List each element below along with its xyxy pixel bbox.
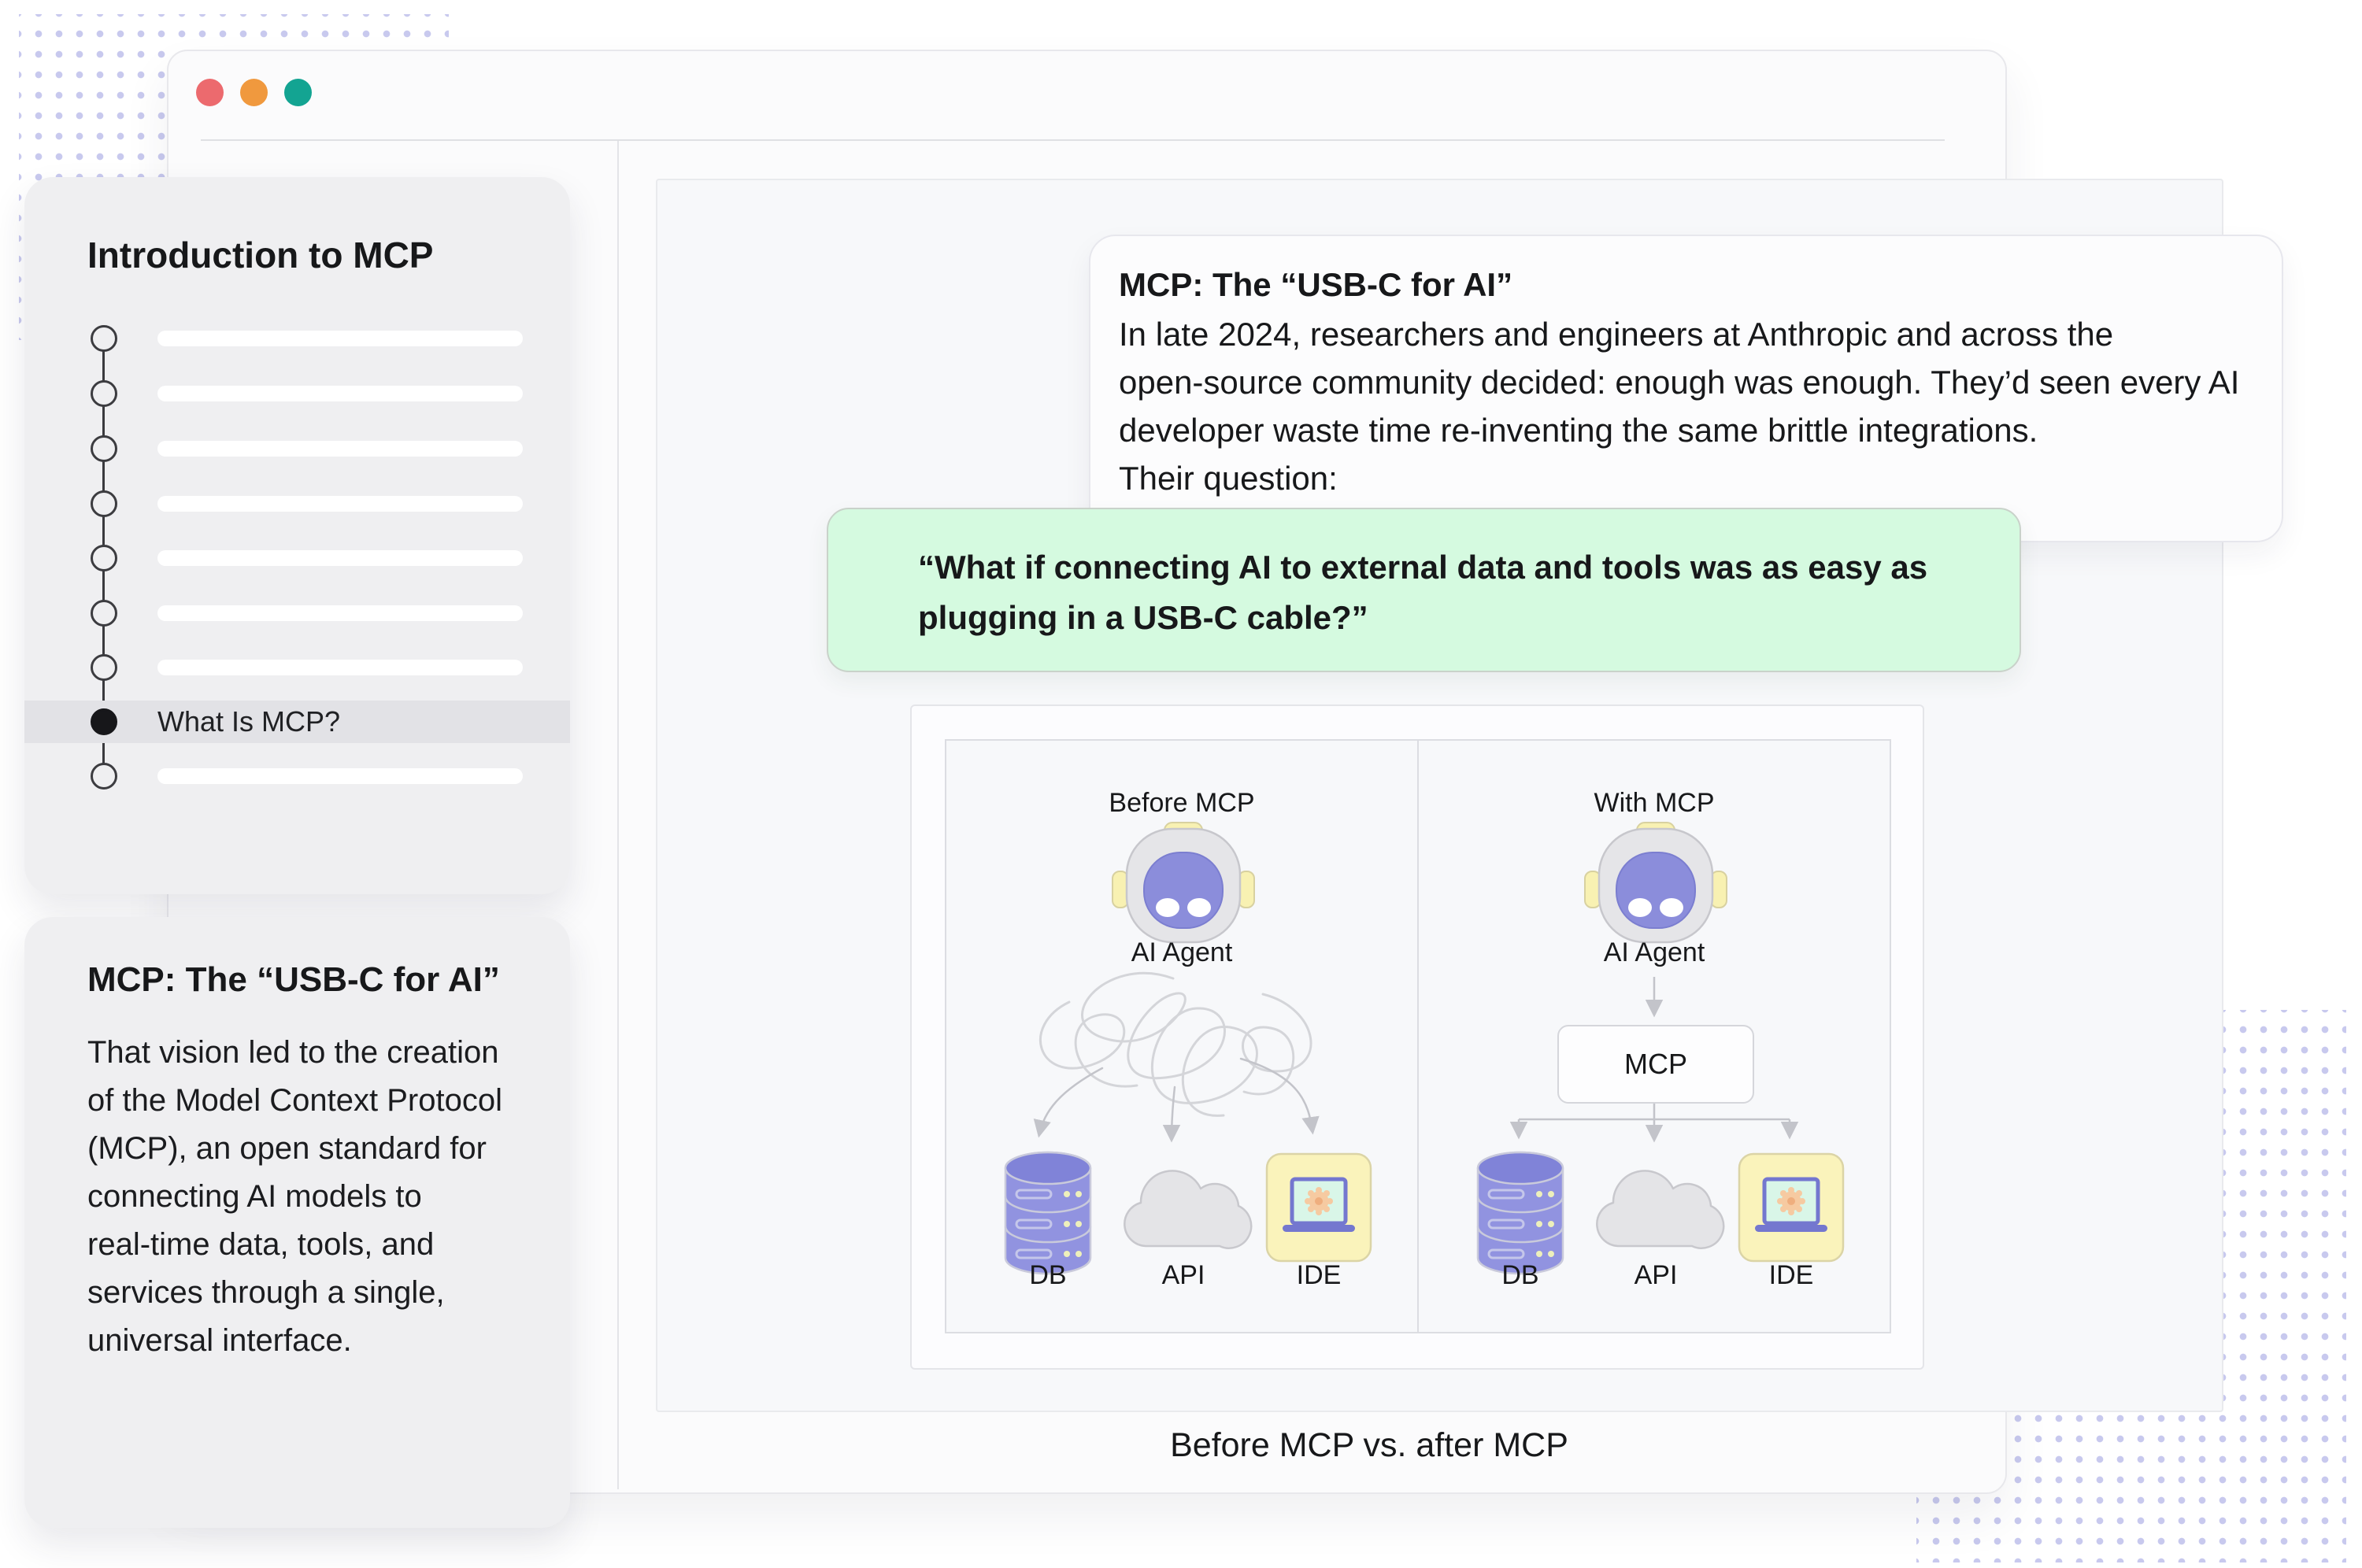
timeline-node-icon <box>91 325 117 352</box>
timeline-node-active-icon <box>91 708 117 735</box>
toc-item[interactable] <box>24 317 570 360</box>
zoom-button[interactable] <box>284 79 312 106</box>
panel-title-after: With MCP <box>1594 788 1715 818</box>
placeholder-bar <box>157 660 523 675</box>
target-label-ide: IDE <box>1768 1260 1814 1290</box>
agent-label-after: AI Agent <box>1603 937 1705 967</box>
toc-item-label: What Is MCP? <box>157 705 341 738</box>
hero-card: MCP: The “USB-C for AI” In late 2024, re… <box>1089 235 2283 542</box>
agent-label-before: AI Agent <box>1131 937 1233 967</box>
quote-callout: “What if connecting AI to external data … <box>827 508 2021 672</box>
diagram-frame: Before MCP AI Agent <box>910 704 1924 1370</box>
ide-laptop-icon <box>1738 1152 1845 1263</box>
header-divider <box>201 139 1945 141</box>
mcp-box: MCP <box>1557 1025 1754 1104</box>
toc-item[interactable] <box>24 483 570 525</box>
mcp-connection-lines <box>1509 977 1799 1143</box>
close-button[interactable] <box>196 79 224 106</box>
note-body: That vision led to the creation of the M… <box>87 1035 502 1358</box>
target-label-api: API <box>1634 1260 1678 1290</box>
placeholder-bar <box>157 441 523 457</box>
quote-text: “What if connecting AI to external data … <box>918 549 1928 636</box>
placeholder-bar <box>157 550 523 566</box>
hero-heading: MCP: The “USB-C for AI” <box>1119 266 1513 303</box>
toc-item[interactable] <box>24 537 570 579</box>
toc-item[interactable] <box>24 372 570 415</box>
toc-item[interactable] <box>24 646 570 689</box>
diagram-panel-before: Before MCP AI Agent <box>945 739 1419 1333</box>
timeline-node-icon <box>91 380 117 407</box>
robot-icon <box>1112 822 1255 944</box>
target-label-db: DB <box>1029 1260 1067 1290</box>
placeholder-bar <box>157 768 523 784</box>
sidebar-note-card: MCP: The “USB-C for AI” That vision led … <box>24 917 570 1528</box>
toc-item[interactable] <box>24 427 570 470</box>
robot-icon <box>1584 822 1727 944</box>
diagram-caption: Before MCP vs. after MCP <box>1170 1426 1568 1464</box>
target-label-api: API <box>1161 1260 1205 1290</box>
minimize-button[interactable] <box>240 79 268 106</box>
database-icon <box>1004 1151 1092 1275</box>
target-label-ide: IDE <box>1296 1260 1342 1290</box>
sidebar-content-divider <box>617 141 619 1489</box>
tangled-connections-graphic <box>1033 971 1320 1143</box>
target-label-db: DB <box>1501 1260 1539 1290</box>
placeholder-bar <box>157 331 523 346</box>
database-icon <box>1476 1151 1564 1275</box>
placeholder-bar <box>157 496 523 512</box>
panel-title-before: Before MCP <box>1109 788 1255 818</box>
timeline-node-icon <box>91 763 117 790</box>
toc-item[interactable] <box>24 755 570 797</box>
ide-laptop-icon <box>1265 1152 1372 1263</box>
toc-item[interactable] <box>24 592 570 634</box>
timeline-node-icon <box>91 600 117 627</box>
timeline-node-icon <box>91 490 117 517</box>
note-heading: MCP: The “USB-C for AI” <box>87 960 500 999</box>
sidebar-title: Introduction to MCP <box>87 235 434 276</box>
timeline-node-icon <box>91 435 117 462</box>
hero-body: In late 2024, researchers and engineers … <box>1119 316 2240 497</box>
placeholder-bar <box>157 386 523 401</box>
traffic-lights <box>196 79 312 106</box>
timeline-node-icon <box>91 545 117 571</box>
diagram-panel-after: With MCP AI Agent <box>1417 739 1891 1333</box>
cloud-api-icon <box>1124 1170 1253 1249</box>
sidebar-outline-card: Introduction to MCP What Is MCP? <box>24 177 570 894</box>
timeline-node-icon <box>91 654 117 681</box>
placeholder-bar <box>157 605 523 621</box>
toc-item-active[interactable]: What Is MCP? <box>24 701 570 743</box>
gear-icon <box>1777 1187 1805 1215</box>
gear-icon <box>1305 1187 1333 1215</box>
cloud-api-icon <box>1596 1170 1725 1249</box>
